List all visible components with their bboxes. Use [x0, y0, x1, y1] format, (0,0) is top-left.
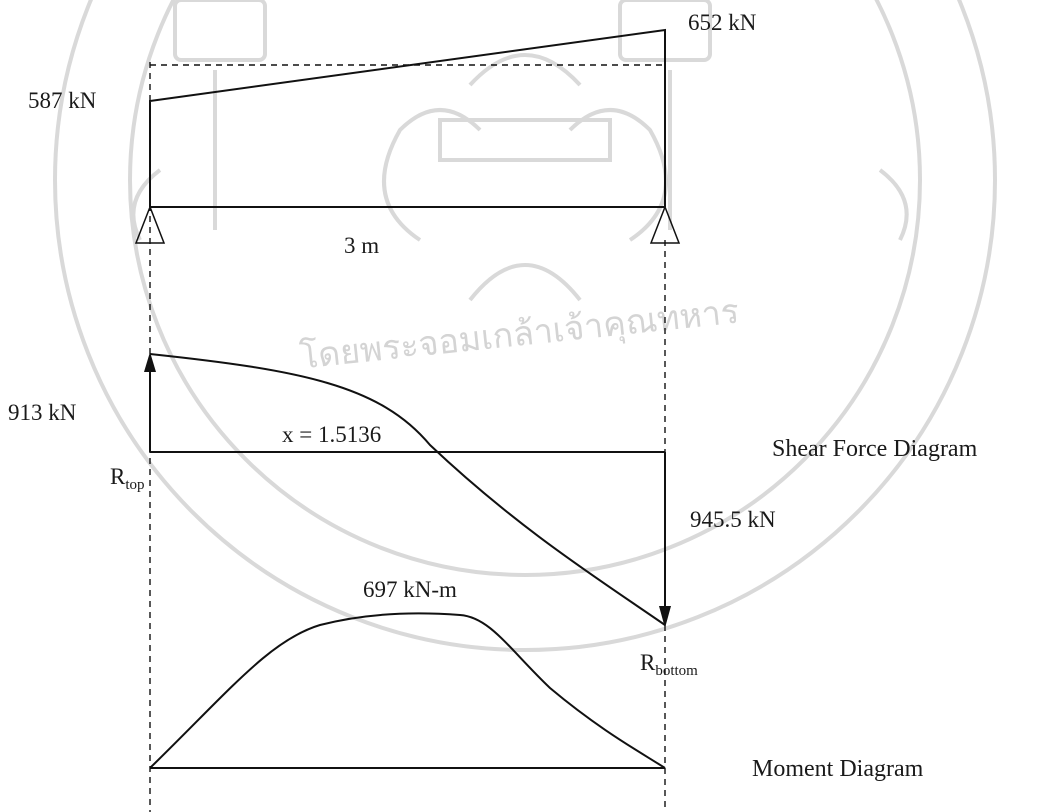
arrow-up-icon: [144, 352, 156, 372]
shear-force-diagram: 913 kN x = 1.5136 945.5 kN Shear Force D…: [8, 352, 978, 679]
span-label: 3 m: [344, 233, 379, 258]
shear-curve: [149, 353, 666, 626]
load-right-label: 652 kN: [688, 10, 757, 35]
watermark-seal: โดยพระจอมเกล้าเจ้าคุณทหาร: [53, 0, 997, 652]
reaction-bottom-symbol: R: [640, 650, 656, 675]
moment-diagram: 697 kN-m Moment Diagram: [149, 577, 924, 782]
load-left-label: 587 kN: [28, 88, 97, 113]
shear-zero-label: x = 1.5136: [282, 422, 381, 447]
shear-left-label: 913 kN: [8, 400, 77, 425]
reaction-bottom-label: Rbottom: [640, 650, 698, 679]
reaction-top-subscript: top: [125, 477, 144, 493]
reaction-top-symbol: R: [110, 464, 126, 489]
reaction-bottom-subscript: bottom: [655, 663, 698, 679]
moment-peak-label: 697 kN-m: [363, 577, 457, 602]
moment-title: Moment Diagram: [752, 756, 924, 782]
arrow-down-icon: [659, 606, 671, 628]
reaction-top-label: Rtop: [110, 464, 145, 493]
watermark-text: โดยพระจอมเกล้าเจ้าคุณทหาร: [298, 292, 741, 378]
shear-title: Shear Force Diagram: [772, 436, 978, 462]
load-diagram: 587 kN 652 kN 3 m: [28, 10, 757, 258]
shear-right-label: 945.5 kN: [690, 507, 776, 532]
moment-curve: [149, 612, 666, 769]
